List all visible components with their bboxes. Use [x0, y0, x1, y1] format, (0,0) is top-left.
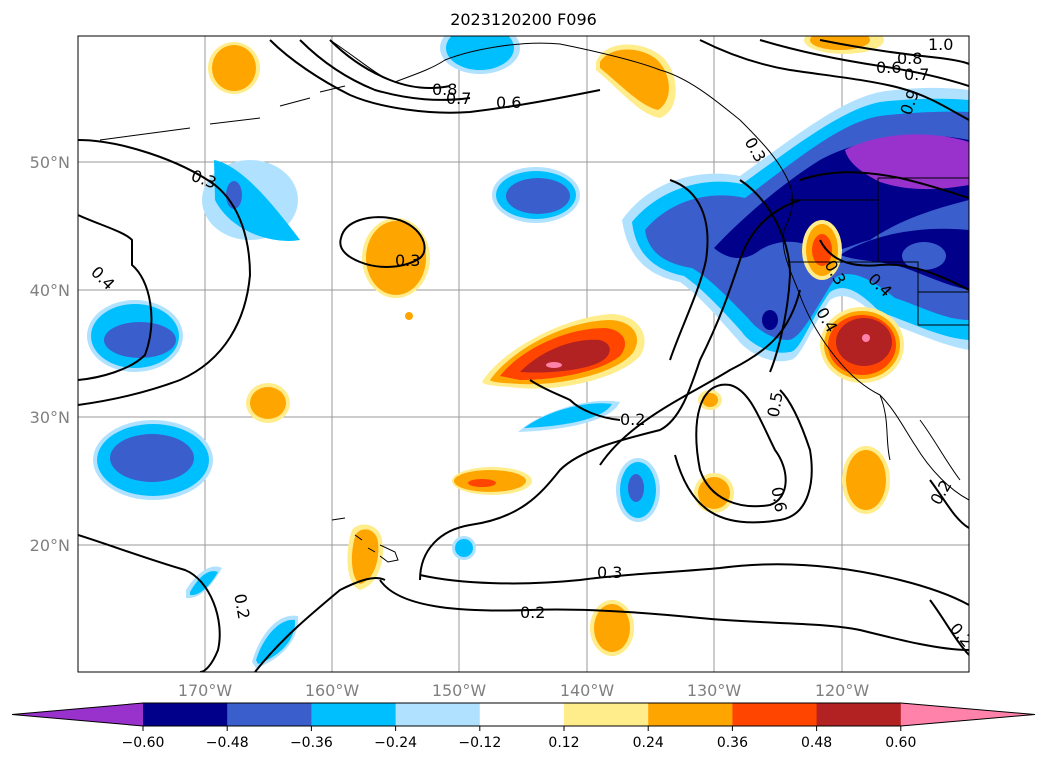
- colorbar-swatch: [311, 703, 397, 726]
- lon-labels: 170°W 160°W 150°W 140°W 130°W 120°W: [178, 681, 870, 700]
- contour-label: 0.5: [764, 390, 787, 418]
- lat-labels: 50°N 40°N 30°N 20°N: [30, 153, 70, 555]
- colorbar-extend-max: [900, 703, 1035, 726]
- map-frame: [77, 35, 970, 673]
- colorbar-ticks: −0.60 −0.48 −0.36 −0.24 −0.12 0.12 0.24 0.36 0.4…: [122, 726, 916, 751]
- lon-label-130w: 130°W: [687, 681, 742, 700]
- lon-label-140w: 140°W: [560, 681, 615, 700]
- lat-label-50n: 50°N: [30, 153, 70, 172]
- lon-label-120w: 120°W: [815, 681, 870, 700]
- lat-label-30n: 30°N: [30, 408, 70, 427]
- colorbar-tick-label: 0.48: [801, 735, 832, 751]
- contour-label: 0.2: [620, 410, 645, 429]
- lon-label-150w: 150°W: [432, 681, 487, 700]
- colorbar-tick-label: −0.24: [374, 735, 417, 751]
- colorbar-swatch: [227, 703, 312, 726]
- colorbar-extend-min: [12, 703, 143, 726]
- contour-label: 0.8: [432, 80, 457, 99]
- contour-label: 0.2: [520, 603, 545, 622]
- contour-label: 0.8: [897, 49, 922, 68]
- lon-label-160w: 160°W: [305, 681, 360, 700]
- colorbar-tick-label: 0.12: [548, 735, 579, 751]
- colorbar-swatch: [816, 703, 902, 726]
- contour-label: 0.6: [876, 58, 901, 77]
- contour-label: 0.2: [230, 592, 253, 620]
- contour-label: 0.7: [904, 65, 929, 84]
- colorbar: [11, 702, 1036, 727]
- colorbar-swatch: [479, 703, 565, 726]
- colorbar-tick-label: 0.60: [885, 735, 916, 751]
- colorbar-tick-label: −0.12: [458, 735, 501, 751]
- colorbar-tick-label: −0.48: [206, 735, 249, 751]
- contour-label: 0.6: [767, 485, 790, 513]
- contour-lines: [78, 39, 969, 672]
- lat-label-40n: 40°N: [30, 281, 70, 300]
- contour-label: 0.6: [496, 93, 521, 112]
- colorbar-swatch: [395, 703, 481, 726]
- colorbar-swatch: [732, 703, 818, 726]
- colorbar-swatch: [143, 703, 228, 726]
- colorbar-tick-label: 0.36: [717, 735, 748, 751]
- contour-label: 1.0: [928, 35, 953, 54]
- lon-label-170w: 170°W: [178, 681, 233, 700]
- map-title: 2023120200 F096: [450, 10, 597, 29]
- colorbar-tick-label: −0.36: [290, 735, 333, 751]
- colorbar-tick-label: 0.24: [633, 735, 664, 751]
- contour-label: 0.3: [597, 563, 622, 582]
- lat-label-20n: 20°N: [30, 536, 70, 555]
- map-area: 0.3 0.4 0.3 0.2 0.8 0.7 0.6 0.6 0.7 1.0 …: [78, 35, 969, 672]
- shaded-anomalies: [87, 36, 969, 668]
- contour-label: 0.7: [446, 89, 471, 108]
- contour-label: 0.3: [395, 251, 420, 270]
- colorbar-swatch: [648, 703, 733, 726]
- colorbar-swatch: [564, 703, 649, 726]
- colorbar-tick-label: −0.60: [122, 735, 165, 751]
